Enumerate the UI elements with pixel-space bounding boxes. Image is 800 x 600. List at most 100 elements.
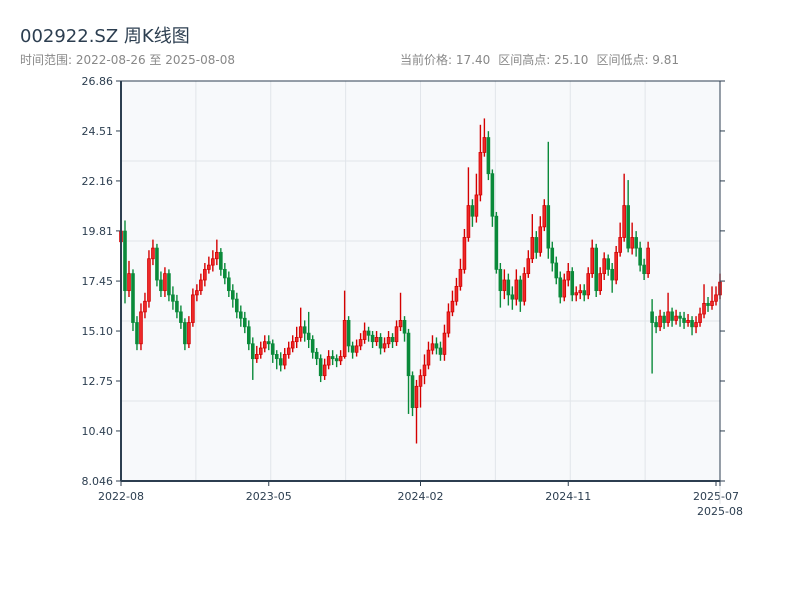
candle-body [382, 343, 387, 349]
candle-body [494, 215, 499, 270]
y-tick-label: 26.86 [82, 75, 114, 88]
candle-down [306, 311, 311, 349]
candle-down [638, 241, 642, 272]
candle-body [406, 332, 411, 377]
candle-down [167, 269, 171, 302]
candle-down [582, 284, 587, 302]
candle-body [254, 354, 259, 360]
candle-body [346, 319, 351, 347]
candle-body [199, 279, 203, 292]
candle-body [179, 311, 183, 323]
candle-down [550, 241, 555, 272]
candle-up [710, 286, 714, 310]
candle-down [650, 299, 654, 374]
candle-body [686, 319, 690, 323]
candle-body [626, 205, 630, 249]
candle-down [606, 254, 610, 276]
candle-body [310, 339, 315, 353]
candle-up [426, 341, 431, 370]
candle-up [430, 335, 435, 355]
candle-body [522, 273, 527, 302]
candle-up [590, 239, 595, 278]
candle-body [458, 268, 463, 287]
y-tick-label: 24.51 [82, 125, 114, 138]
candle-body [478, 152, 483, 196]
candle-body [191, 294, 195, 323]
candle-up [674, 309, 678, 325]
candle-body [195, 290, 199, 296]
candle-body [302, 326, 307, 334]
price-stats: 当前价格: 17.40 区间高点: 25.10 区间低点: 9.81 [400, 51, 687, 68]
candle-up [450, 290, 455, 317]
candle-body [566, 271, 571, 281]
candle-down [706, 297, 710, 312]
chart-title: 002922.SZ 周K线图 [20, 26, 190, 47]
x-tick-label: 2024-11 [545, 490, 591, 503]
candle-body [131, 273, 135, 323]
candle-body [430, 343, 435, 351]
candle-down [654, 316, 658, 334]
candle-up [562, 273, 567, 302]
candle-body [646, 247, 650, 275]
candle-down [123, 220, 127, 304]
candle-down [510, 286, 515, 310]
candle-body [398, 319, 403, 328]
candle-up [203, 262, 207, 287]
candle-body [171, 294, 175, 302]
candle-down [558, 271, 563, 304]
candle-up [386, 331, 391, 349]
candle-down [179, 305, 183, 329]
y-tick-label: 17.45 [82, 275, 114, 288]
candle-up [466, 167, 471, 242]
candle-up [254, 345, 259, 363]
candle-down [378, 333, 383, 355]
candle-down [642, 258, 646, 281]
candle-body [554, 262, 559, 279]
candle-up [187, 316, 191, 349]
candle-body [474, 194, 479, 217]
candle-body [322, 364, 327, 377]
grid-lines [121, 81, 720, 481]
candle-body [714, 294, 718, 302]
candle-up [666, 292, 670, 327]
x-tick-label: 2023-05 [246, 490, 292, 503]
candle-down [366, 326, 371, 342]
candle-body [211, 258, 215, 266]
candle-down [346, 316, 351, 353]
candle-down [274, 350, 279, 370]
candle-body [578, 290, 583, 294]
candle-up [714, 286, 718, 306]
candle-body [622, 205, 626, 238]
candle-body [219, 251, 223, 270]
candle-body [442, 332, 447, 355]
candle-down [231, 284, 235, 308]
candle-body [151, 247, 155, 260]
candle-body [666, 311, 670, 323]
candle-body [274, 354, 279, 360]
candles [119, 118, 722, 444]
candle-up [414, 379, 419, 444]
y-tick-label: 22.16 [82, 175, 114, 188]
candle-down [390, 333, 395, 349]
candle-down [670, 307, 674, 327]
candle-down [406, 328, 411, 414]
candle-body [614, 251, 618, 281]
candle-down [470, 199, 475, 227]
candle-up [542, 199, 547, 232]
candle-up [514, 269, 519, 306]
candle-body [594, 247, 599, 292]
candle-down [370, 331, 375, 349]
y-tick-label: 8.046 [82, 475, 114, 488]
candle-up [143, 292, 147, 319]
candle-body [155, 247, 159, 281]
candle-body [710, 300, 714, 306]
candle-down [494, 211, 499, 274]
x-tick-label: 2025-08 [697, 505, 743, 518]
candle-down [159, 271, 163, 298]
candle-body [123, 230, 127, 292]
candle-up [195, 284, 199, 302]
candle-down [266, 335, 271, 351]
candle-down [235, 292, 239, 319]
candle-body [634, 237, 638, 249]
candle-body [546, 205, 551, 249]
